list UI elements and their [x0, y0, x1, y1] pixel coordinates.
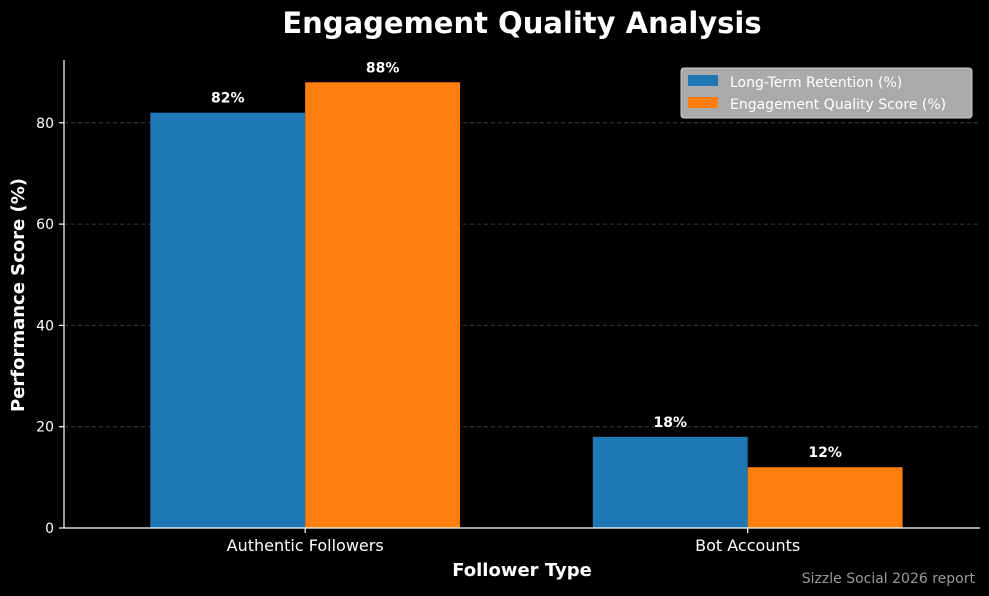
x-tick-label: Bot Accounts [695, 536, 800, 555]
data-label: 12% [808, 445, 842, 461]
grid-lines [64, 122, 980, 428]
bar-retention-authentic [150, 112, 306, 528]
source-note: Sizzle Social 2026 report [802, 571, 976, 587]
y-tick-label: 80 [36, 116, 54, 132]
y-tick-label: 60 [36, 217, 54, 233]
legend-label-quality: Engagement Quality Score (%) [730, 97, 946, 113]
legend-box [680, 67, 973, 119]
x-axis-ticks: Authentic Followers Bot Accounts [227, 528, 800, 555]
legend: Long-Term Retention (%) Engagement Quali… [680, 67, 973, 119]
bars [150, 82, 903, 529]
y-tick-label: 0 [45, 521, 54, 537]
x-tick-label: Authentic Followers [227, 536, 384, 555]
bar-retention-bot [592, 436, 748, 528]
data-label: 88% [366, 60, 400, 76]
y-axis-ticks: 0 20 40 60 80 [36, 116, 64, 537]
chart-title: Engagement Quality Analysis [282, 6, 761, 40]
legend-swatch-quality [688, 97, 718, 108]
y-axis-label: Performance Score (%) [8, 178, 29, 412]
legend-label-retention: Long-Term Retention (%) [730, 75, 902, 91]
data-label: 82% [211, 91, 245, 107]
y-tick-label: 20 [36, 420, 54, 436]
bar-quality-bot [747, 467, 903, 528]
data-labels: 82% 88% 18% 12% [211, 60, 842, 461]
legend-swatch-retention [688, 75, 718, 86]
data-label: 18% [653, 415, 687, 431]
x-axis-label: Follower Type [452, 560, 592, 581]
bar-quality-authentic [305, 82, 461, 529]
y-tick-label: 40 [36, 318, 54, 334]
